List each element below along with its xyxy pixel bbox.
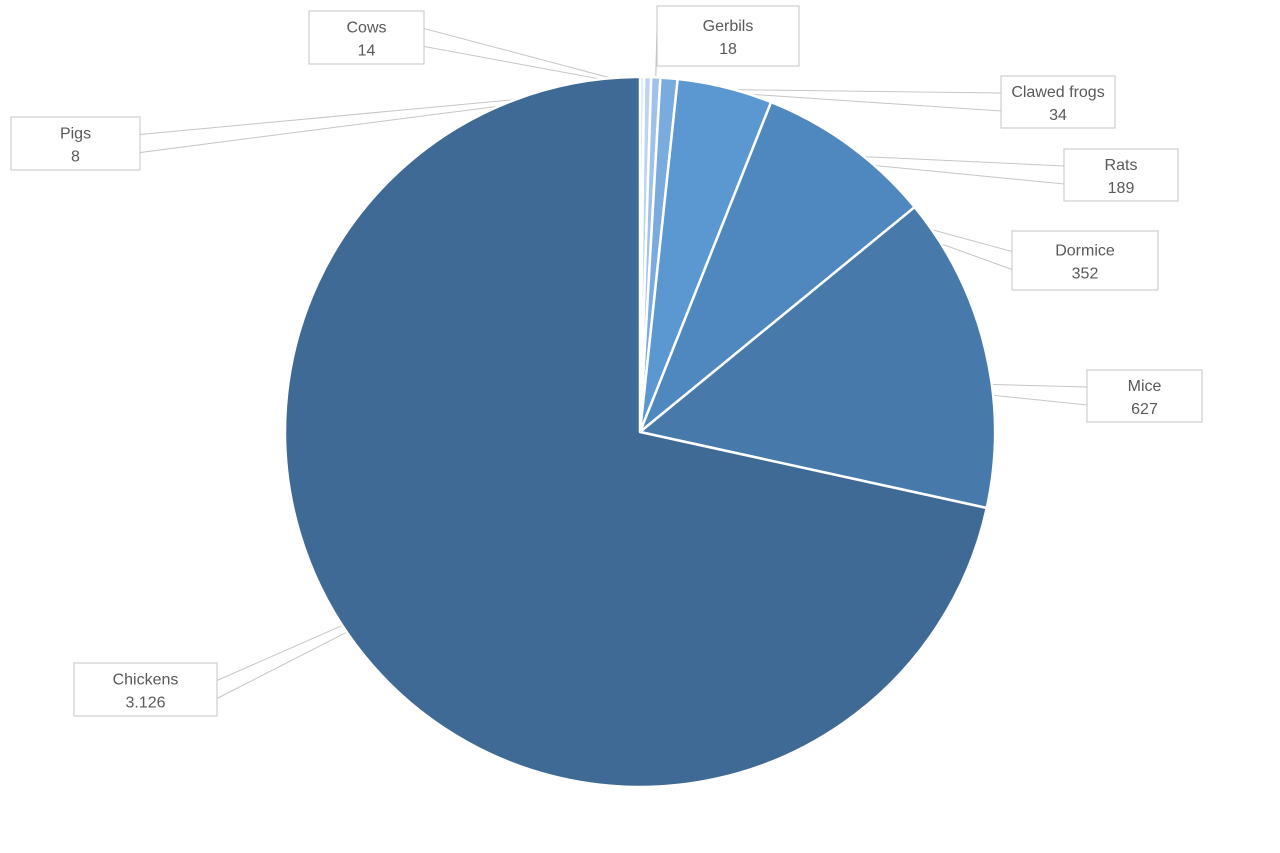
data-label-pigs: Pigs 8 — [10, 116, 141, 171]
value-label: 627 — [1131, 401, 1158, 418]
value-label: 34 — [1049, 107, 1067, 124]
pie-slices — [283, 75, 997, 789]
data-label-clawed-frogs: Clawed frogs 34 — [1000, 75, 1116, 129]
label-box — [10, 116, 141, 171]
category-label: Rats — [1105, 157, 1138, 174]
label-box — [1063, 148, 1179, 202]
data-label-mice: Mice 627 — [1086, 369, 1203, 423]
category-label: Dormice — [1055, 243, 1115, 260]
value-label: 3.126 — [125, 695, 165, 712]
value-label: 352 — [1072, 266, 1099, 283]
value-label: 189 — [1108, 180, 1135, 197]
data-label-dormice: Dormice 352 — [1011, 230, 1159, 291]
category-label: Chickens — [113, 672, 179, 689]
label-box — [1086, 369, 1203, 423]
pie-slice-mice — [638, 205, 997, 510]
category-label: Clawed frogs — [1011, 84, 1104, 101]
label-box — [1000, 75, 1116, 129]
label-box — [1011, 230, 1159, 291]
data-labels: Pigs 8 Cows 14 Gerbils 18 Clawed frogs 34 Rats 18… — [10, 5, 1203, 717]
value-label: 14 — [358, 43, 376, 60]
data-label-chickens: Chickens 3.126 — [73, 662, 218, 717]
value-label: 8 — [71, 149, 80, 166]
label-box — [308, 10, 425, 65]
category-label: Cows — [346, 20, 386, 37]
pie-slice-chickens — [283, 75, 989, 789]
data-label-rats: Rats 189 — [1063, 148, 1179, 202]
data-label-gerbils: Gerbils 18 — [656, 5, 800, 67]
value-label: 18 — [719, 41, 737, 58]
category-label: Pigs — [60, 126, 91, 143]
label-box — [73, 662, 218, 717]
label-box — [656, 5, 800, 67]
data-label-cows: Cows 14 — [308, 10, 425, 65]
pie-slice-dormice — [638, 100, 916, 434]
category-label: Gerbils — [703, 18, 754, 35]
category-label: Mice — [1128, 378, 1162, 395]
